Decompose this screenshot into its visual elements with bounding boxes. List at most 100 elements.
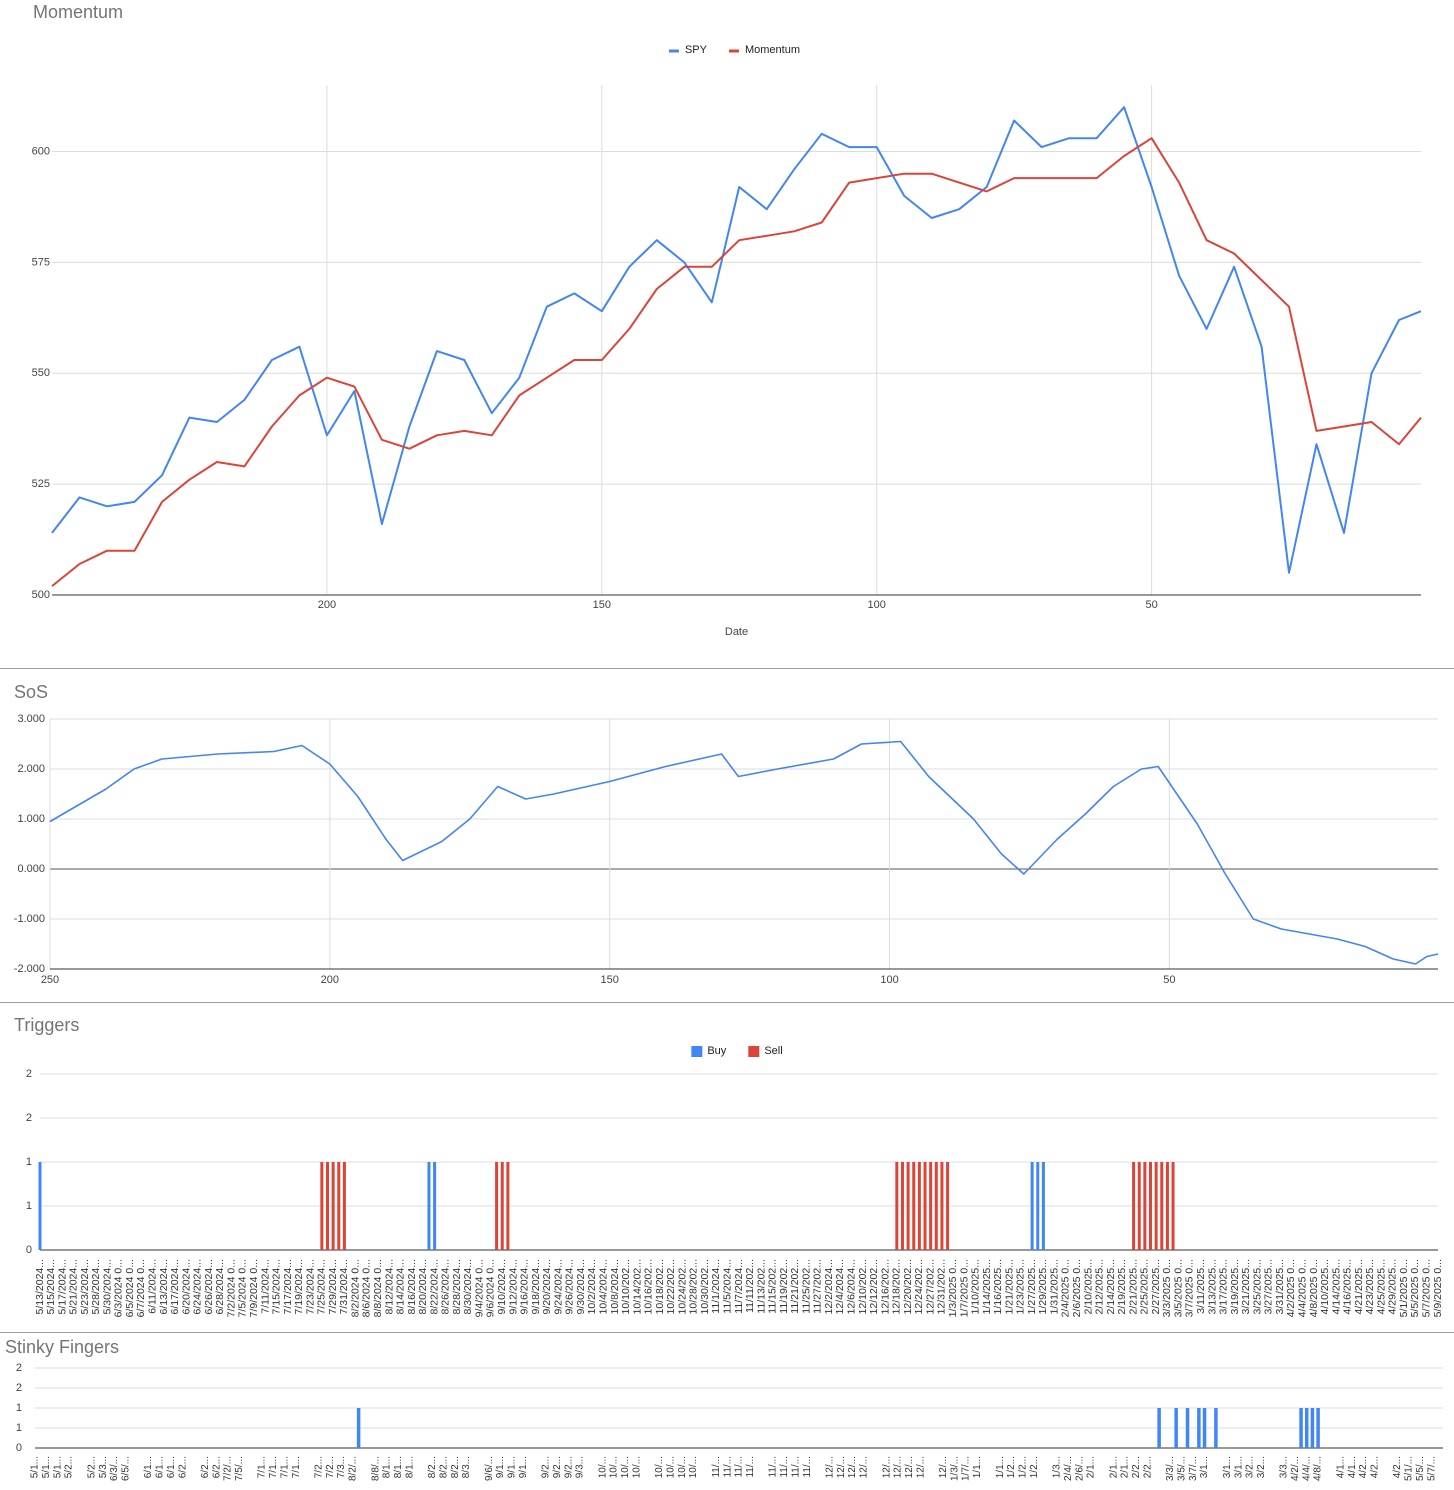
x-tick-label: 8/2... bbox=[427, 1456, 438, 1478]
legend-label: Sell bbox=[764, 1045, 782, 1057]
x-tick-label: 3/25/2025... bbox=[1251, 1259, 1263, 1314]
y-tick-label: 0 bbox=[16, 1442, 22, 1454]
x-tick-label: 2/2... bbox=[1131, 1456, 1142, 1478]
x-tick-label: 5/28/2024... bbox=[90, 1259, 102, 1314]
x-tick-label: 6/1... bbox=[143, 1456, 154, 1478]
x-tick-label: 12/... bbox=[836, 1456, 847, 1478]
x-tick-label: 9/18/2024... bbox=[530, 1259, 542, 1314]
x-tick-label: 5/7/... bbox=[1426, 1456, 1437, 1481]
x-tick-label: 7/25/2024... bbox=[316, 1259, 328, 1314]
x-tick-label: 1/29/2025... bbox=[1037, 1259, 1049, 1314]
x-tick-label: 3/2... bbox=[1256, 1456, 1267, 1478]
y-tick-label: -2.000 bbox=[14, 963, 45, 975]
bar bbox=[320, 1162, 324, 1250]
x-tick-label: 12/... bbox=[824, 1456, 835, 1478]
x-tick-label: 7/31/2024... bbox=[338, 1259, 350, 1314]
y-tick-label: 1.000 bbox=[17, 813, 45, 825]
bar bbox=[895, 1162, 899, 1250]
x-tick-label: 3/1... bbox=[1233, 1456, 1244, 1478]
bar bbox=[342, 1162, 346, 1250]
x-tick-label: 7/11/2024... bbox=[259, 1259, 271, 1314]
x-tick-label: 6/28/2024... bbox=[214, 1259, 226, 1314]
chart-title: Momentum bbox=[33, 2, 123, 22]
x-tick-label: 6/5/... bbox=[120, 1456, 131, 1481]
bar bbox=[917, 1162, 921, 1250]
x-tick-label: 3/5/... bbox=[1176, 1456, 1187, 1481]
x-tick-label: 11/... bbox=[802, 1456, 813, 1478]
x-tick-label: 10/... bbox=[620, 1456, 631, 1478]
x-tick-label: 12/27/202... bbox=[924, 1259, 936, 1314]
bar bbox=[325, 1162, 329, 1250]
x-tick-label: 6/1... bbox=[155, 1456, 166, 1478]
x-tick-label: 6/2... bbox=[211, 1456, 222, 1478]
x-tick-label: 10/... bbox=[666, 1456, 677, 1478]
bar bbox=[1160, 1162, 1164, 1250]
x-tick-label: 1/3/... bbox=[949, 1456, 960, 1481]
x-tick-label: 7/23/2024... bbox=[304, 1259, 316, 1314]
y-tick-label: 1 bbox=[26, 1200, 32, 1212]
x-tick-label: 5/1... bbox=[52, 1456, 63, 1478]
x-tick-label: 6/24/2024... bbox=[192, 1259, 204, 1314]
x-tick-label: 2/4/... bbox=[1063, 1456, 1074, 1481]
y-tick-label: 1 bbox=[16, 1422, 22, 1434]
x-tick-label: 9/2... bbox=[563, 1456, 574, 1478]
x-tick-label: 4/21/2025... bbox=[1353, 1259, 1365, 1314]
x-tick-label: 4/1... bbox=[1347, 1456, 1358, 1478]
chart-title: SoS bbox=[14, 682, 48, 702]
x-tick-label: 2/14/2025... bbox=[1105, 1259, 1117, 1314]
bar bbox=[331, 1162, 335, 1250]
bar bbox=[1185, 1408, 1190, 1448]
x-tick-label: 3/5/2025 0... bbox=[1172, 1259, 1184, 1317]
x-tick-label: 12/2/2024... bbox=[823, 1259, 835, 1314]
x-tick-label: 4/29/2025... bbox=[1387, 1259, 1399, 1314]
x-tick-label: 12/12/202... bbox=[868, 1259, 880, 1314]
x-tick-label: 4/23/2025... bbox=[1364, 1259, 1376, 1314]
bar bbox=[929, 1162, 933, 1250]
x-tick-label: 9/20/2024... bbox=[541, 1259, 553, 1314]
x-tick-label: 11/... bbox=[722, 1456, 733, 1478]
x-tick-label: 11/... bbox=[711, 1456, 722, 1478]
x-tick-label: 10/4/2024... bbox=[597, 1259, 609, 1314]
x-tick-label: 10/... bbox=[631, 1456, 642, 1478]
x-tick-label: 5/2... bbox=[86, 1456, 97, 1478]
bar bbox=[1310, 1408, 1315, 1448]
x-tick-label: 1/7/2025 0... bbox=[958, 1259, 970, 1317]
x-tick-label: 11/7/2024... bbox=[733, 1259, 745, 1314]
x-tick-label: 4/4/2025 0... bbox=[1296, 1259, 1308, 1317]
bar bbox=[1137, 1162, 1141, 1250]
bar bbox=[337, 1162, 341, 1250]
x-tick-label: 12/... bbox=[859, 1456, 870, 1478]
x-tick-label: 7/3... bbox=[336, 1456, 347, 1478]
x-tick-label: 7/1... bbox=[291, 1456, 302, 1478]
x-tick-label: 9/10/2024... bbox=[496, 1259, 508, 1314]
bar bbox=[923, 1162, 927, 1250]
x-tick-label: 8/6/2024 0... bbox=[361, 1259, 373, 1317]
x-tick-label: 3/2... bbox=[1245, 1456, 1256, 1478]
x-tick-label: 4/8/2025 0... bbox=[1308, 1259, 1320, 1317]
x-tick-label: 3/13/2025... bbox=[1206, 1259, 1218, 1314]
x-tick-label: 100 bbox=[880, 974, 898, 986]
legend-label: Buy bbox=[707, 1045, 726, 1057]
x-tick-label: 6/17/2024... bbox=[169, 1259, 181, 1314]
y-tick-label: 2 bbox=[26, 1068, 32, 1080]
x-tick-label: 5/17/2024... bbox=[56, 1259, 68, 1314]
x-tick-label: 9/26/2024... bbox=[564, 1259, 576, 1314]
x-tick-label: 9/2... bbox=[552, 1456, 563, 1478]
bar bbox=[934, 1162, 938, 1250]
x-tick-label: 1/3... bbox=[1052, 1456, 1063, 1478]
x-tick-label: 2/4/2025 0... bbox=[1060, 1259, 1072, 1317]
x-axis-title: Date bbox=[725, 626, 748, 638]
legend-swatch bbox=[748, 1046, 760, 1057]
x-tick-label: 1/2... bbox=[1006, 1456, 1017, 1478]
x-tick-label: 4/8/... bbox=[1313, 1456, 1324, 1481]
x-tick-label: 4/10/2025... bbox=[1319, 1259, 1331, 1314]
x-tick-label: 5/1... bbox=[30, 1456, 41, 1478]
x-tick-label: 12/31/202... bbox=[936, 1259, 948, 1314]
x-tick-label: 6/26/2024... bbox=[203, 1259, 215, 1314]
x-tick-label: 7/1... bbox=[257, 1456, 268, 1478]
x-tick-label: 7/5/... bbox=[234, 1456, 245, 1481]
x-tick-label: 1/23/2025... bbox=[1015, 1259, 1027, 1314]
x-tick-label: 3/17/2025... bbox=[1218, 1259, 1230, 1314]
chart-title: Triggers bbox=[14, 1015, 79, 1035]
